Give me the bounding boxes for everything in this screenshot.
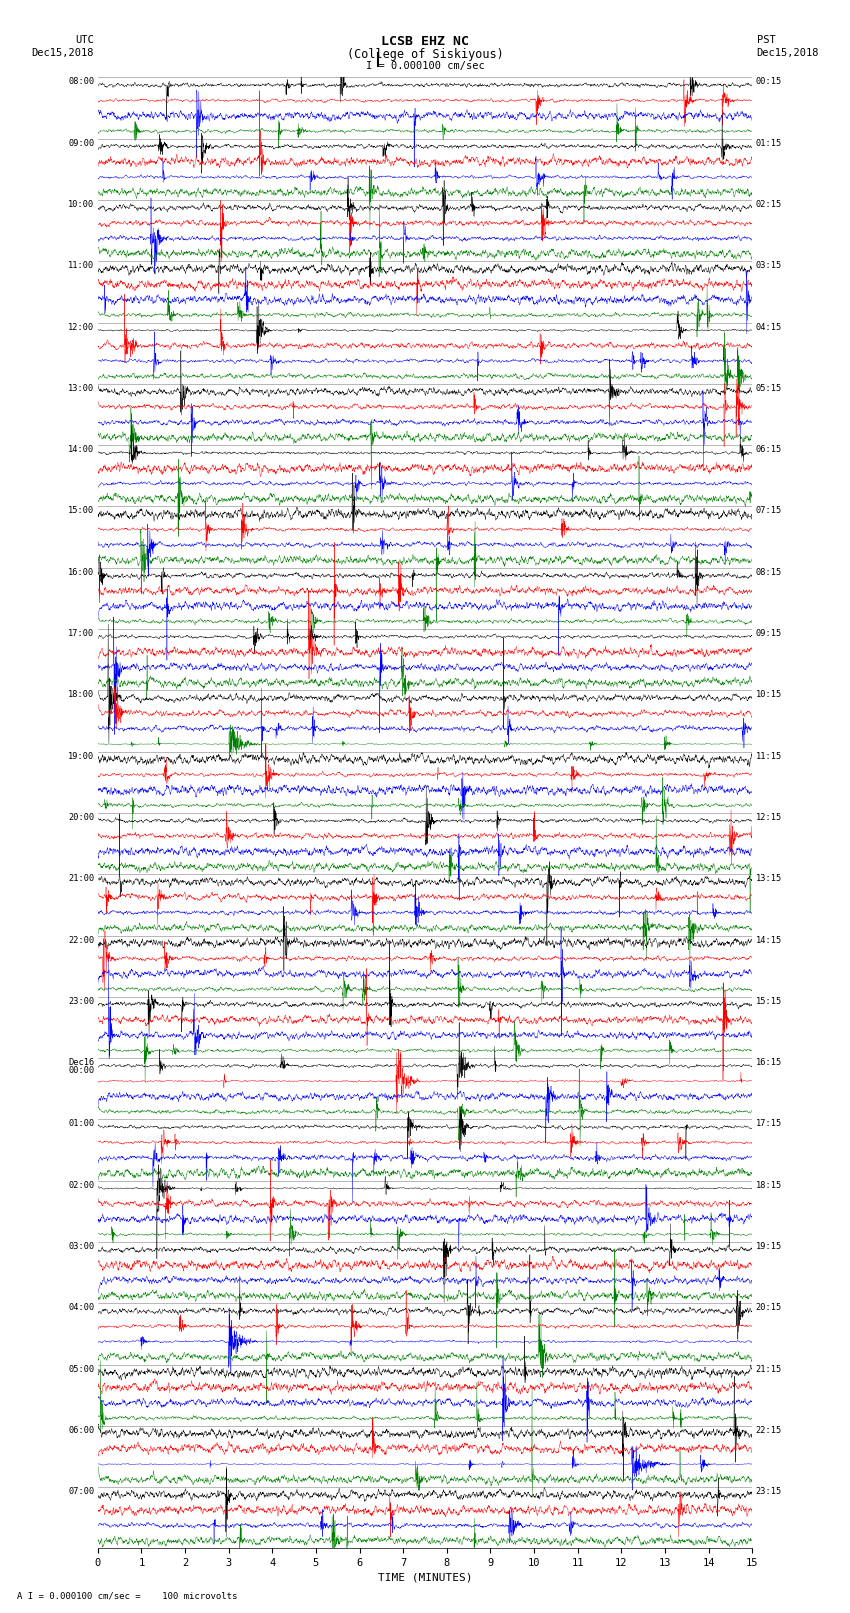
Text: 01:15: 01:15 bbox=[756, 139, 782, 148]
Text: 04:00: 04:00 bbox=[68, 1303, 94, 1313]
Text: 00:00: 00:00 bbox=[68, 1066, 94, 1074]
Text: 20:15: 20:15 bbox=[756, 1303, 782, 1313]
Text: 15:15: 15:15 bbox=[756, 997, 782, 1007]
Text: 14:00: 14:00 bbox=[68, 445, 94, 455]
Text: 10:15: 10:15 bbox=[756, 690, 782, 700]
Text: 09:15: 09:15 bbox=[756, 629, 782, 639]
Text: A I = 0.000100 cm/sec =    100 microvolts: A I = 0.000100 cm/sec = 100 microvolts bbox=[17, 1590, 237, 1600]
Text: 21:15: 21:15 bbox=[756, 1365, 782, 1374]
Text: 13:00: 13:00 bbox=[68, 384, 94, 394]
Text: I = 0.000100 cm/sec: I = 0.000100 cm/sec bbox=[366, 61, 484, 71]
Text: 11:15: 11:15 bbox=[756, 752, 782, 761]
Text: 21:00: 21:00 bbox=[68, 874, 94, 884]
Text: 05:15: 05:15 bbox=[756, 384, 782, 394]
Text: Dec15,2018: Dec15,2018 bbox=[756, 48, 819, 58]
Text: 09:00: 09:00 bbox=[68, 139, 94, 148]
Text: 15:00: 15:00 bbox=[68, 506, 94, 516]
Text: 23:15: 23:15 bbox=[756, 1487, 782, 1497]
Text: 22:00: 22:00 bbox=[68, 936, 94, 945]
Text: 05:00: 05:00 bbox=[68, 1365, 94, 1374]
Text: 12:15: 12:15 bbox=[756, 813, 782, 823]
Text: 19:00: 19:00 bbox=[68, 752, 94, 761]
X-axis label: TIME (MINUTES): TIME (MINUTES) bbox=[377, 1573, 473, 1582]
Text: 16:00: 16:00 bbox=[68, 568, 94, 577]
Text: 10:00: 10:00 bbox=[68, 200, 94, 210]
Text: 11:00: 11:00 bbox=[68, 261, 94, 271]
Text: 04:15: 04:15 bbox=[756, 323, 782, 332]
Text: 01:00: 01:00 bbox=[68, 1119, 94, 1129]
Text: 02:00: 02:00 bbox=[68, 1181, 94, 1190]
Text: 00:15: 00:15 bbox=[756, 77, 782, 87]
Text: 03:00: 03:00 bbox=[68, 1242, 94, 1252]
Text: PST: PST bbox=[756, 35, 775, 45]
Text: 13:15: 13:15 bbox=[756, 874, 782, 884]
Text: 19:15: 19:15 bbox=[756, 1242, 782, 1252]
Text: UTC: UTC bbox=[75, 35, 94, 45]
Text: 16:15: 16:15 bbox=[756, 1058, 782, 1068]
Text: LCSB EHZ NC: LCSB EHZ NC bbox=[381, 35, 469, 48]
Text: 22:15: 22:15 bbox=[756, 1426, 782, 1436]
Text: 03:15: 03:15 bbox=[756, 261, 782, 271]
Text: (College of Siskiyous): (College of Siskiyous) bbox=[347, 48, 503, 61]
Text: Dec15,2018: Dec15,2018 bbox=[31, 48, 94, 58]
Text: 08:00: 08:00 bbox=[68, 77, 94, 87]
Text: 18:00: 18:00 bbox=[68, 690, 94, 700]
Text: 17:15: 17:15 bbox=[756, 1119, 782, 1129]
Text: 07:00: 07:00 bbox=[68, 1487, 94, 1497]
Text: 18:15: 18:15 bbox=[756, 1181, 782, 1190]
Text: 14:15: 14:15 bbox=[756, 936, 782, 945]
Text: 12:00: 12:00 bbox=[68, 323, 94, 332]
Text: 08:15: 08:15 bbox=[756, 568, 782, 577]
Text: 23:00: 23:00 bbox=[68, 997, 94, 1007]
Text: 06:00: 06:00 bbox=[68, 1426, 94, 1436]
Text: 17:00: 17:00 bbox=[68, 629, 94, 639]
Text: 02:15: 02:15 bbox=[756, 200, 782, 210]
Text: 06:15: 06:15 bbox=[756, 445, 782, 455]
Text: Dec16: Dec16 bbox=[68, 1058, 94, 1068]
Text: 07:15: 07:15 bbox=[756, 506, 782, 516]
Text: 20:00: 20:00 bbox=[68, 813, 94, 823]
